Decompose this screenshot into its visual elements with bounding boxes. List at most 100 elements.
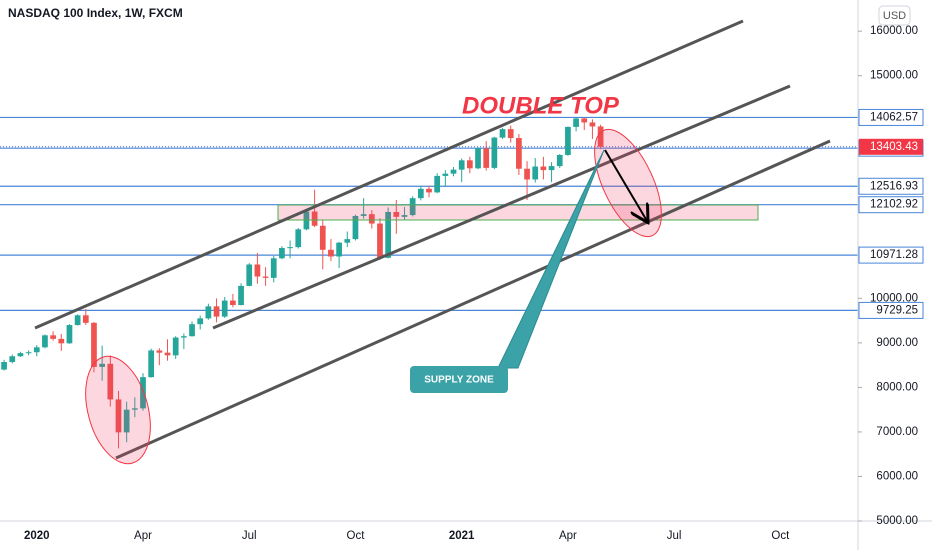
candle-body bbox=[368, 214, 375, 224]
candle-body bbox=[197, 318, 204, 325]
y-tick-label: 5000.00 bbox=[876, 515, 918, 527]
x-tick-label: 2020 bbox=[24, 530, 50, 542]
level-label: 10971.28 bbox=[870, 249, 918, 261]
currency[interactable]: USD bbox=[883, 10, 906, 22]
candle-body bbox=[66, 325, 73, 344]
candle-body bbox=[328, 249, 334, 257]
channel-line bbox=[115, 139, 831, 460]
candle-body bbox=[221, 300, 228, 317]
candle-body bbox=[516, 138, 522, 169]
channel-line bbox=[212, 84, 791, 330]
candle-body bbox=[148, 350, 155, 378]
candle-body bbox=[466, 160, 473, 169]
candle-body bbox=[507, 129, 514, 139]
candle-body bbox=[573, 118, 579, 127]
candle-body bbox=[33, 347, 40, 353]
level-label-box bbox=[858, 177, 924, 195]
candle-body bbox=[180, 336, 187, 338]
y-tick-label: 6000.00 bbox=[876, 471, 918, 483]
candle-body bbox=[532, 166, 539, 180]
x-tick-label: 2021 bbox=[449, 530, 475, 542]
candle-body bbox=[279, 248, 285, 259]
candle-body bbox=[238, 285, 244, 306]
candle-body bbox=[548, 166, 555, 171]
candle-body bbox=[189, 324, 195, 337]
candle-body bbox=[131, 408, 138, 410]
candle-body bbox=[589, 122, 596, 127]
y-tick-label: 9000.00 bbox=[876, 337, 918, 349]
level-label: 9729.25 bbox=[876, 304, 918, 316]
candle-body bbox=[311, 211, 318, 226]
level-label-box bbox=[858, 301, 924, 319]
candle-body bbox=[164, 352, 171, 356]
candle-body bbox=[9, 356, 16, 363]
candle-body bbox=[450, 169, 457, 174]
candle-body bbox=[17, 353, 24, 357]
candle-body bbox=[140, 377, 146, 409]
candle-body bbox=[156, 350, 163, 353]
candle-body bbox=[524, 168, 530, 180]
candle-body bbox=[50, 335, 56, 339]
candle-body bbox=[205, 306, 212, 319]
y-tick-label: 15000.00 bbox=[870, 70, 918, 82]
candle-body bbox=[556, 154, 563, 167]
candle-body bbox=[42, 335, 48, 348]
x-tick-label: Jul bbox=[242, 530, 257, 542]
supply-zone bbox=[277, 204, 759, 221]
highlight-ellipse bbox=[85, 355, 151, 465]
x-tick-label: Oct bbox=[347, 530, 366, 542]
arrow bbox=[604, 149, 647, 221]
level-label: 14062.57 bbox=[870, 111, 918, 123]
candle-body bbox=[287, 247, 293, 249]
candle-body bbox=[581, 118, 588, 123]
candle-body bbox=[499, 129, 506, 138]
candle-body bbox=[475, 148, 481, 169]
y-tick-label: 16000.00 bbox=[870, 25, 918, 37]
candle-body bbox=[319, 225, 326, 250]
level-label-box bbox=[858, 246, 924, 264]
candle-body bbox=[246, 264, 253, 286]
candle-body bbox=[91, 322, 97, 367]
candle-body bbox=[74, 315, 81, 326]
level-label-box bbox=[858, 108, 924, 126]
candle-body bbox=[352, 215, 359, 240]
candle-body bbox=[270, 258, 277, 278]
candle-body bbox=[540, 166, 547, 171]
candle-body bbox=[262, 276, 269, 278]
candle-body bbox=[99, 363, 106, 367]
candle-body bbox=[213, 306, 220, 317]
candle-body bbox=[417, 188, 424, 199]
candle-body bbox=[565, 126, 571, 155]
axes: 5000.00 6000.00 7000.00 8000.00 9000.00 10000… bbox=[24, 25, 924, 542]
x-tick-label: Apr bbox=[559, 530, 577, 542]
current-price-label: 13403.43 bbox=[870, 141, 918, 153]
currency-box[interactable] bbox=[878, 5, 911, 26]
candle-body bbox=[336, 242, 342, 257]
candle-body bbox=[409, 198, 416, 216]
candle-body bbox=[401, 215, 408, 217]
candle-body bbox=[385, 211, 392, 258]
candle-body bbox=[123, 409, 130, 433]
annotation: DOUBLE TOP bbox=[462, 92, 620, 119]
candle-body bbox=[434, 175, 441, 193]
x-tick-label: Apr bbox=[134, 530, 152, 542]
level-label-box bbox=[858, 196, 924, 214]
candle-body bbox=[295, 229, 302, 248]
candle-body bbox=[377, 223, 383, 258]
levels bbox=[0, 116, 858, 312]
x-tick-label: Jul bbox=[667, 530, 682, 542]
candle-body bbox=[1, 362, 7, 370]
callout-pointer bbox=[497, 149, 605, 369]
candle-body bbox=[483, 148, 490, 168]
candle-body bbox=[25, 352, 32, 354]
candle-body bbox=[458, 160, 465, 170]
candle-body bbox=[82, 315, 89, 323]
channel-line bbox=[34, 19, 744, 330]
candle-body bbox=[442, 173, 449, 176]
candle-body bbox=[115, 399, 122, 433]
x-tick-label: Oct bbox=[771, 530, 790, 542]
candle-body bbox=[344, 239, 351, 243]
level-label: 12102.92 bbox=[870, 199, 918, 211]
